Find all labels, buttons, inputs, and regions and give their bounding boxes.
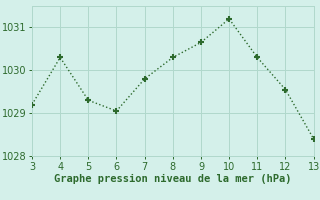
X-axis label: Graphe pression niveau de la mer (hPa): Graphe pression niveau de la mer (hPa) — [54, 174, 292, 184]
